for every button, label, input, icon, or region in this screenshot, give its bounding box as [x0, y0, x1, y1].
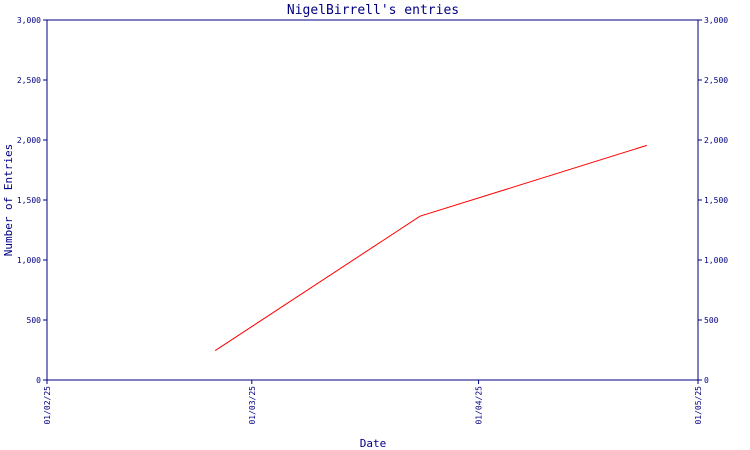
x-tick-label: 01/02/25 [43, 386, 52, 425]
x-tick-label: 01/03/25 [248, 386, 257, 425]
y-axis-label: Number of Entries [2, 144, 15, 257]
y-tick-label-left: 1,000 [17, 256, 41, 265]
series-line [214, 144, 647, 352]
y-tick-label-left: 3,000 [17, 16, 41, 25]
y-tick-label-right: 0 [704, 376, 709, 385]
y-tick-label-left: 1,500 [17, 196, 41, 205]
y-tick-label-left: 2,000 [17, 136, 41, 145]
x-tick-label: 01/04/25 [475, 386, 484, 425]
y-axis-left: 0 500 1,000 1,500 2,000 2,500 3,000 [17, 16, 47, 385]
y-tick-label-left: 2,500 [17, 76, 41, 85]
x-axis-label: Date [360, 437, 387, 450]
y-axis-right: 0 500 1,000 1,500 2,000 2,500 3,000 [698, 16, 728, 385]
y-tick-label-left: 500 [27, 316, 42, 325]
y-tick-label-right: 2,000 [704, 136, 728, 145]
x-tick-label: 01/05/25 [694, 386, 703, 425]
y-tick-label-right: 1,000 [704, 256, 728, 265]
y-tick-label-left: 0 [36, 376, 41, 385]
y-tick-label-right: 500 [704, 316, 719, 325]
chart-title: NigelBirrell's entries [287, 3, 459, 18]
plot-frame [46, 19, 699, 381]
y-tick-label-right: 2,500 [704, 76, 728, 85]
y-tick-label-right: 3,000 [704, 16, 728, 25]
series-layer [214, 144, 647, 352]
x-axis: 01/02/25 01/03/25 01/04/25 01/05/25 [43, 380, 703, 425]
y-tick-label-right: 1,500 [704, 196, 728, 205]
